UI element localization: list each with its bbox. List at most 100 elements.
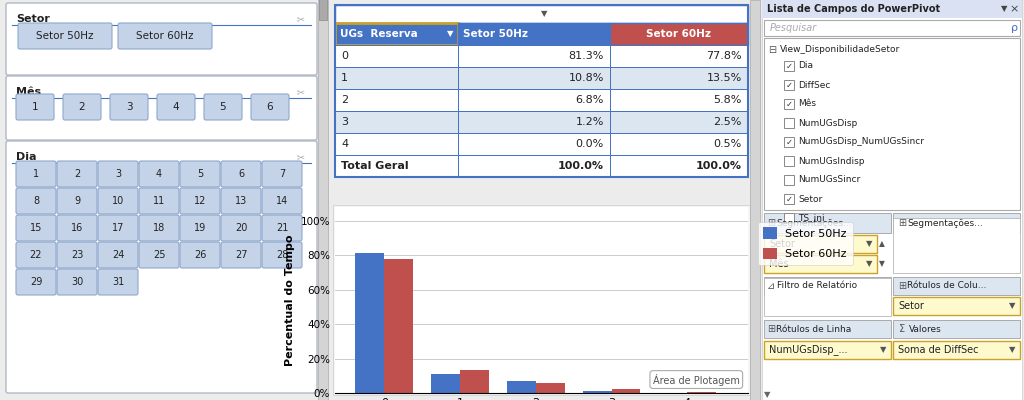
Bar [893, 320, 1020, 338]
Text: 2: 2 [74, 169, 80, 179]
Bar [431, 374, 460, 393]
Bar [536, 383, 564, 393]
Text: 21: 21 [275, 223, 288, 233]
Bar [610, 111, 748, 133]
Bar [784, 61, 794, 71]
FancyBboxPatch shape [110, 94, 148, 120]
Text: 28: 28 [275, 250, 288, 260]
Bar [458, 23, 610, 45]
Text: 26: 26 [194, 250, 206, 260]
Bar [893, 297, 1020, 315]
Text: ×: × [1010, 4, 1019, 14]
Text: Pesquisar: Pesquisar [770, 23, 817, 33]
FancyBboxPatch shape [6, 141, 317, 393]
Text: 5: 5 [197, 169, 203, 179]
Bar [583, 391, 611, 393]
Text: 5.8%: 5.8% [714, 95, 742, 105]
FancyBboxPatch shape [18, 23, 112, 49]
Text: Mês: Mês [798, 100, 816, 108]
Text: 11: 11 [153, 196, 165, 206]
Text: ▼: ▼ [1000, 4, 1008, 14]
Bar [335, 89, 458, 111]
Text: 6.8%: 6.8% [575, 95, 604, 105]
Text: 1: 1 [32, 102, 38, 112]
Text: 31: 31 [112, 277, 124, 287]
Text: ✓: ✓ [785, 100, 793, 108]
FancyBboxPatch shape [16, 94, 54, 120]
Text: ⊞: ⊞ [898, 218, 906, 228]
Bar [687, 392, 716, 393]
Text: 30: 30 [71, 277, 83, 287]
Text: View_DisponibilidadeSetor: View_DisponibilidadeSetor [780, 46, 900, 54]
Text: 1: 1 [33, 169, 39, 179]
Text: 77.8%: 77.8% [707, 51, 742, 61]
FancyBboxPatch shape [98, 215, 138, 241]
Text: Total Geral: Total Geral [341, 161, 409, 171]
FancyBboxPatch shape [139, 161, 179, 187]
FancyBboxPatch shape [262, 215, 302, 241]
Text: ▼: ▼ [446, 30, 454, 38]
Text: ⊿: ⊿ [767, 281, 775, 291]
Text: 12: 12 [194, 196, 206, 206]
Text: Setor 50Hz: Setor 50Hz [463, 29, 528, 39]
Bar [764, 277, 891, 295]
Text: 19: 19 [194, 223, 206, 233]
Bar [762, 0, 1022, 18]
Bar [764, 20, 1020, 36]
Text: ✓: ✓ [785, 80, 793, 90]
Text: 2.5%: 2.5% [714, 117, 742, 127]
Text: 13.5%: 13.5% [707, 73, 742, 83]
Bar [458, 133, 610, 155]
Text: 7: 7 [279, 169, 285, 179]
Text: 22: 22 [30, 250, 42, 260]
Bar [764, 235, 877, 253]
FancyBboxPatch shape [221, 161, 261, 187]
Text: 8: 8 [33, 196, 39, 206]
Bar [610, 45, 748, 67]
Text: TS_ini: TS_ini [798, 214, 824, 222]
Text: Rótulos de Colu...: Rótulos de Colu... [907, 282, 986, 290]
Bar [893, 218, 1020, 273]
Bar [335, 5, 748, 23]
FancyBboxPatch shape [16, 215, 56, 241]
Text: 3: 3 [126, 102, 132, 112]
Text: 10: 10 [112, 196, 124, 206]
Text: Dia: Dia [798, 62, 813, 70]
Text: 4: 4 [341, 139, 348, 149]
Bar [764, 38, 1020, 210]
Bar [458, 89, 610, 111]
Bar [335, 45, 458, 67]
Text: ✓: ✓ [785, 62, 793, 70]
Text: NumUGsDisp_NumUGsSincr: NumUGsDisp_NumUGsSincr [798, 138, 924, 146]
Bar [611, 389, 640, 393]
Bar [318, 0, 328, 400]
FancyBboxPatch shape [157, 94, 195, 120]
Text: 27: 27 [234, 250, 247, 260]
Bar [784, 99, 794, 109]
Text: NumUGsDisp: NumUGsDisp [798, 118, 857, 128]
Text: 17: 17 [112, 223, 124, 233]
Text: 2: 2 [341, 95, 348, 105]
Bar [610, 133, 748, 155]
Text: 23: 23 [71, 250, 83, 260]
Text: Setor: Setor [16, 14, 50, 24]
Text: Filtro de Relatório: Filtro de Relatório [777, 282, 857, 290]
Bar [784, 156, 794, 166]
Text: ▼: ▼ [1009, 346, 1015, 354]
Bar [458, 111, 610, 133]
Text: ▼: ▼ [764, 390, 770, 400]
Bar [458, 67, 610, 89]
Text: ρ: ρ [1011, 23, 1018, 33]
Bar [335, 5, 748, 177]
FancyBboxPatch shape [180, 242, 220, 268]
Bar [764, 213, 891, 233]
Text: Mês: Mês [16, 87, 41, 97]
Text: Mês: Mês [769, 259, 788, 269]
Text: ▼: ▼ [880, 346, 886, 354]
FancyBboxPatch shape [251, 94, 289, 120]
Text: ▼: ▼ [1009, 302, 1015, 310]
Bar [762, 0, 1022, 400]
FancyBboxPatch shape [139, 215, 179, 241]
Bar [458, 45, 610, 67]
Text: Setor 60Hz: Setor 60Hz [136, 31, 194, 41]
